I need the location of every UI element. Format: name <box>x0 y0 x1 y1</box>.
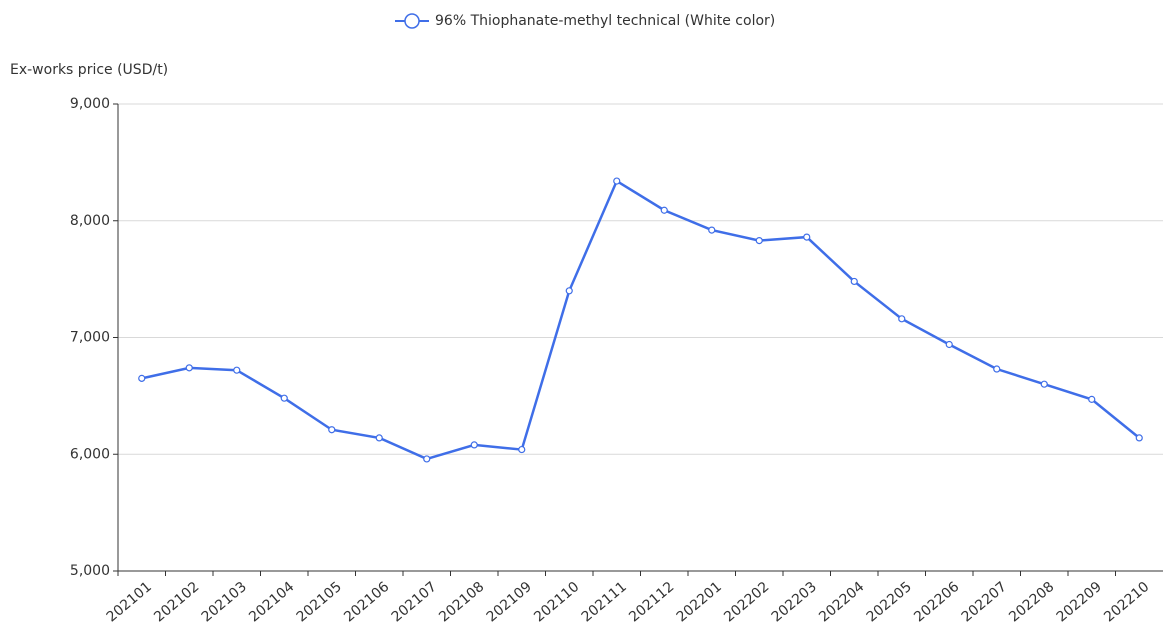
x-tick-label: 202208 <box>1006 579 1057 626</box>
line <box>141 179 1141 461</box>
point <box>518 445 526 454</box>
x-tick-label: 202204 <box>816 579 867 626</box>
point <box>850 277 858 286</box>
y-tick-label: 7,000 <box>70 330 110 346</box>
x-tick-label: 202107 <box>389 579 440 626</box>
x-tick-label: 202106 <box>341 579 392 626</box>
x-tick-label: 202103 <box>199 579 250 626</box>
x-tick-label: 202110 <box>531 579 582 626</box>
legend-label: 96% Thiophanate-methyl technical (White … <box>435 13 775 29</box>
point <box>138 374 146 382</box>
point <box>1088 395 1096 403</box>
y-tick-label: 6,000 <box>70 446 110 462</box>
x-tick-label: 202209 <box>1054 579 1105 626</box>
x-tick-label: 202102 <box>151 579 202 626</box>
x-tick-label: 202202 <box>721 579 772 626</box>
x-tick-label: 202206 <box>911 579 962 626</box>
x-tick-label: 202108 <box>436 579 487 626</box>
point <box>565 287 573 295</box>
x-tick-label: 202109 <box>484 579 535 626</box>
point <box>613 177 621 185</box>
x-tick-label: 202101 <box>104 579 155 626</box>
point <box>185 364 193 372</box>
point <box>1135 434 1143 442</box>
point <box>708 226 716 234</box>
point <box>898 315 906 323</box>
point <box>1040 380 1048 388</box>
x-tick-label: 202203 <box>769 579 820 626</box>
x-tick-label: 202205 <box>864 579 915 626</box>
point <box>470 441 478 449</box>
point <box>945 340 953 349</box>
y-tick-label: 9,000 <box>70 96 110 112</box>
point <box>233 366 241 374</box>
point <box>423 455 431 463</box>
x-tick-label: 202105 <box>294 579 345 626</box>
x-tick-label: 202112 <box>626 579 677 626</box>
y-tick-label: 8,000 <box>70 213 110 229</box>
point <box>993 365 1001 373</box>
point <box>755 236 763 245</box>
y-tick-label: 5,000 <box>70 563 110 579</box>
point <box>375 434 383 442</box>
x-tick-label: 202201 <box>674 579 725 626</box>
x-tick-label: 202111 <box>579 579 630 626</box>
point <box>280 394 288 402</box>
point <box>328 426 336 434</box>
x-tick-label: 202104 <box>246 579 297 626</box>
x-tick-label: 202210 <box>1101 579 1152 626</box>
y-axis-label: Ex-works price (USD/t) <box>10 62 168 78</box>
point <box>803 233 811 241</box>
point <box>660 206 668 214</box>
x-tick-label: 202207 <box>959 579 1010 626</box>
legend-marker <box>404 13 420 29</box>
